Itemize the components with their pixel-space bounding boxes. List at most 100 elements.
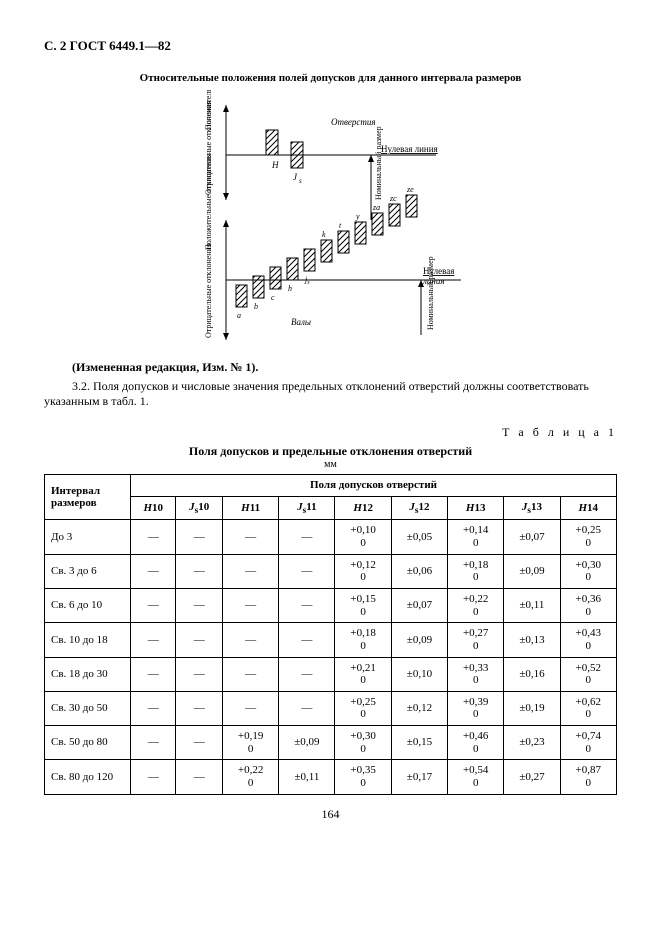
th-col: H12	[335, 496, 391, 520]
table-row: До 3————+0,100±0,05+0,140±0,07+0,250	[45, 520, 617, 554]
cell: ±0,11	[504, 588, 560, 622]
fig-label-nominal-1: Номинальный размер	[374, 126, 383, 200]
svg-text:b: b	[254, 302, 258, 311]
cell: ±0,16	[504, 657, 560, 691]
svg-text:za: za	[372, 203, 380, 212]
fig-label-zero-line-1: Нулевая линия	[381, 144, 438, 154]
row-label: Св. 10 до 18	[45, 623, 131, 657]
row-label: Св. 30 до 50	[45, 691, 131, 725]
cell: +0,430	[560, 623, 616, 657]
cell: +0,620	[560, 691, 616, 725]
cell: ±0,11	[279, 760, 335, 794]
svg-text:zc: zc	[389, 194, 397, 203]
svg-text:s: s	[299, 177, 302, 185]
row-label: Св. 3 до 6	[45, 554, 131, 588]
th-col: Js12	[391, 496, 447, 520]
cell: —	[176, 623, 222, 657]
cell: +0,870	[560, 760, 616, 794]
cell: —	[176, 657, 222, 691]
cell: +0,210	[335, 657, 391, 691]
table-title: Поля допусков и предельные отклонения от…	[44, 444, 617, 459]
cell: +0,350	[335, 760, 391, 794]
svg-text:t: t	[339, 221, 342, 230]
svg-text:h: h	[288, 284, 292, 293]
cell: ±0,12	[391, 691, 447, 725]
cell: —	[131, 726, 176, 760]
cell: —	[176, 760, 222, 794]
svg-text:c: c	[271, 293, 275, 302]
fig-label-holes: Отверстия	[331, 117, 376, 127]
th-col: Js13	[504, 496, 560, 520]
cell: —	[176, 554, 222, 588]
cell: +0,180	[335, 623, 391, 657]
cell: —	[222, 554, 278, 588]
cell: —	[131, 554, 176, 588]
cell: ±0,17	[391, 760, 447, 794]
cell: —	[176, 588, 222, 622]
cell: —	[279, 520, 335, 554]
cell: +0,300	[560, 554, 616, 588]
cell: +0,540	[447, 760, 503, 794]
table-row: Св. 10 до 18————+0,180±0,09+0,270±0,13+0…	[45, 623, 617, 657]
edition-note: (Измененная редакция, Изм. № 1).	[44, 360, 617, 375]
fig-label-neg-dev-2: Отрицательные отклонения	[204, 243, 213, 338]
para-3-2: 3.2. Поля допусков и числовые значения п…	[44, 379, 617, 409]
cell: ±0,23	[504, 726, 560, 760]
cell: +0,250	[560, 520, 616, 554]
cell: —	[279, 588, 335, 622]
cell: ±0,27	[504, 760, 560, 794]
cell: +0,520	[560, 657, 616, 691]
cell: ±0,07	[391, 588, 447, 622]
cell: —	[222, 520, 278, 554]
figure-title: Относительные положения полей допусков д…	[44, 72, 617, 84]
svg-text:k: k	[322, 230, 326, 239]
cell: —	[222, 691, 278, 725]
cell: —	[131, 588, 176, 622]
cell: ±0,10	[391, 657, 447, 691]
row-label: Св. 18 до 30	[45, 657, 131, 691]
cell: +0,250	[335, 691, 391, 725]
cell: +0,180	[447, 554, 503, 588]
cell: ±0,09	[391, 623, 447, 657]
svg-text:J: J	[293, 172, 298, 182]
cell: —	[176, 691, 222, 725]
cell: +0,140	[447, 520, 503, 554]
cell: ±0,13	[504, 623, 560, 657]
cell: +0,220	[222, 760, 278, 794]
cell: —	[279, 623, 335, 657]
th-col: Js11	[279, 496, 335, 520]
table-row: Св. 3 до 6————+0,120±0,06+0,180±0,09+0,3…	[45, 554, 617, 588]
th-col: H13	[447, 496, 503, 520]
cell: —	[222, 588, 278, 622]
cell: —	[279, 554, 335, 588]
fig-label-shafts: Валы	[291, 317, 311, 327]
page-number: 164	[44, 807, 617, 822]
th-super: Поля допусков отверстий	[131, 475, 617, 497]
th-interval: Интервал размеров	[45, 475, 131, 520]
cell: +0,270	[447, 623, 503, 657]
cell: —	[176, 520, 222, 554]
cell: ±0,07	[504, 520, 560, 554]
cell: +0,330	[447, 657, 503, 691]
row-label: До 3	[45, 520, 131, 554]
table-unit: мм	[44, 459, 617, 470]
svg-text:a: a	[237, 311, 241, 320]
row-label: Св. 50 до 80	[45, 726, 131, 760]
cell: —	[222, 623, 278, 657]
cell: ±0,05	[391, 520, 447, 554]
cell: +0,460	[447, 726, 503, 760]
cell: —	[131, 623, 176, 657]
cell: —	[131, 657, 176, 691]
th-col: Js10	[176, 496, 222, 520]
th-col: H11	[222, 496, 278, 520]
svg-text:H: H	[271, 160, 279, 170]
tolerance-diagram: H J s Отверстия Нулевая линия Положитель…	[171, 90, 491, 350]
table-row: Св. 50 до 80——+0,190±0,09+0,300±0,15+0,4…	[45, 726, 617, 760]
cell: —	[131, 520, 176, 554]
svg-text:js: js	[304, 275, 310, 286]
cell: +0,360	[560, 588, 616, 622]
cell: —	[131, 691, 176, 725]
cell: —	[222, 657, 278, 691]
th-col: H10	[131, 496, 176, 520]
fig-label-pos-dev-2: Положительные отклонения	[204, 153, 213, 250]
